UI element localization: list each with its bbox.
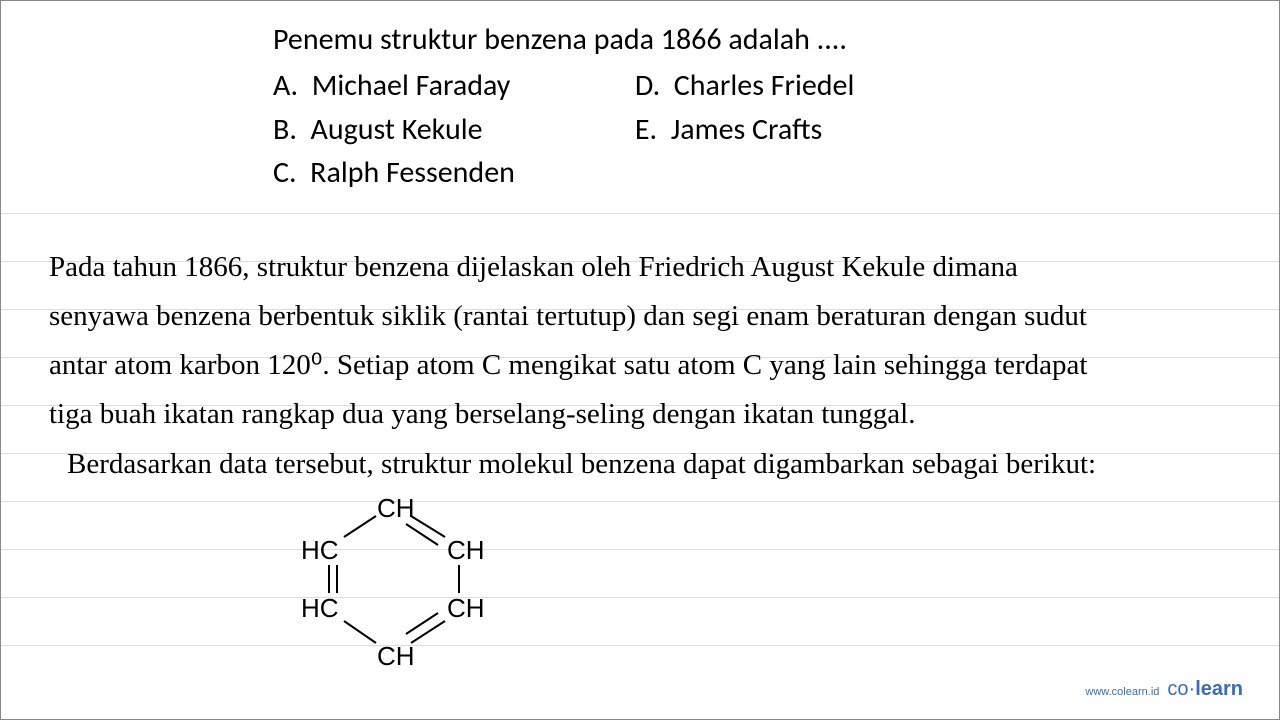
options-column-1: A. Michael Faraday B. August Kekule C. R… bbox=[273, 64, 515, 195]
option-text: Charles Friedel bbox=[674, 67, 855, 104]
option-text: August Kekule bbox=[310, 111, 482, 148]
option-b: B. August Kekule bbox=[273, 108, 515, 152]
footer-url: www.colearn.id bbox=[1085, 686, 1159, 698]
explanation-line: tiga buah ikatan rangkap dua yang bersel… bbox=[49, 390, 1231, 439]
atom-top-right: CH bbox=[447, 535, 485, 566]
atom-bottom-right: CH bbox=[447, 593, 485, 624]
option-a: A. Michael Faraday bbox=[273, 64, 515, 108]
options-container: A. Michael Faraday B. August Kekule C. R… bbox=[273, 64, 1279, 195]
atom-bottom: CH bbox=[377, 641, 415, 672]
options-column-2: D. Charles Friedel E. James Crafts bbox=[635, 64, 854, 195]
option-text: Michael Faraday bbox=[312, 67, 511, 104]
option-label: A. bbox=[273, 67, 298, 104]
question-text: Penemu struktur benzena pada 1866 adalah… bbox=[273, 21, 1279, 58]
option-e: E. James Crafts bbox=[635, 108, 854, 152]
atom-top-left: HC bbox=[301, 535, 339, 566]
atom-bottom-left: HC bbox=[301, 593, 339, 624]
option-c: C. Ralph Fessenden bbox=[273, 151, 515, 195]
option-d: D. Charles Friedel bbox=[635, 64, 854, 108]
explanation-area: Pada tahun 1866, struktur benzena dijela… bbox=[1, 213, 1279, 678]
option-label: C. bbox=[273, 154, 297, 191]
option-text: Ralph Fessenden bbox=[310, 154, 515, 191]
explanation-line: senyawa benzena berbentuk siklik (rantai… bbox=[49, 292, 1231, 341]
footer: www.colearn.id co·learn bbox=[1085, 678, 1243, 701]
explanation-line: Pada tahun 1866, struktur benzena dijela… bbox=[49, 243, 1231, 292]
question-area: Penemu struktur benzena pada 1866 adalah… bbox=[1, 1, 1279, 213]
explanation-line: Berdasarkan data tersebut, struktur mole… bbox=[49, 440, 1231, 489]
footer-brand: co·learn bbox=[1167, 678, 1243, 701]
benzene-molecule: CH CH CH CH HC HC bbox=[299, 493, 499, 678]
option-label: E. bbox=[635, 111, 657, 148]
option-label: B. bbox=[273, 111, 297, 148]
atom-top: CH bbox=[377, 493, 415, 524]
explanation-line: antar atom karbon 120⁰. Setiap atom C me… bbox=[49, 341, 1231, 390]
explanation-text: Pada tahun 1866, struktur benzena dijela… bbox=[49, 243, 1231, 489]
option-label: D. bbox=[635, 67, 660, 104]
brand-learn: learn bbox=[1195, 678, 1243, 700]
option-text: James Crafts bbox=[671, 111, 823, 148]
brand-co: co bbox=[1167, 678, 1188, 700]
